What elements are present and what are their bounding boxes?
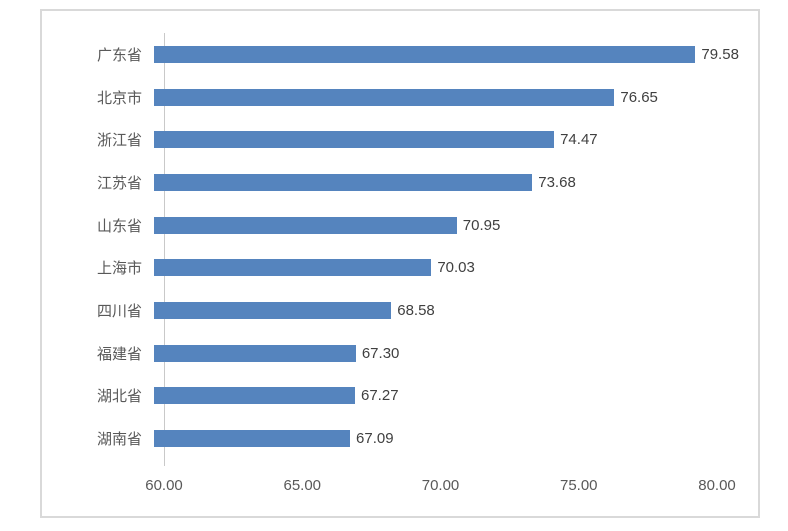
x-axis-tick-label: 80.00	[698, 477, 736, 494]
bar-row: 山东省 70.95	[42, 204, 758, 247]
x-axis-tick-label: 60.00	[145, 477, 183, 494]
category-label: 湖北省	[96, 388, 142, 406]
category-label: 上海市	[96, 260, 142, 278]
category-label: 湖南省	[96, 431, 142, 449]
value-label: 76.65	[620, 88, 658, 106]
bar-row: 四川省 68.58	[42, 289, 758, 332]
value-label: 67.09	[356, 430, 394, 448]
value-label: 73.68	[538, 173, 576, 191]
bar	[154, 216, 457, 234]
category-label: 山东省	[96, 217, 142, 235]
chart-panel: 广东省 79.58 北京市 76.65 浙江省 74.47 江苏省 73.68 山东省 70.95…	[40, 9, 760, 518]
bar-row: 上海市 70.03	[42, 247, 758, 290]
x-axis-tick-label: 75.00	[559, 477, 598, 494]
bar	[154, 173, 533, 191]
value-label: 68.58	[397, 302, 435, 320]
bar	[154, 259, 432, 277]
x-axis-tick-label: 65.00	[283, 477, 322, 494]
category-label: 福建省	[96, 345, 142, 363]
category-label: 北京市	[96, 89, 142, 107]
value-label: 67.30	[361, 344, 400, 362]
bar	[154, 387, 355, 405]
bar	[154, 302, 392, 320]
bar-row: 广东省 79.58	[42, 33, 758, 76]
value-label: 70.95	[462, 216, 501, 234]
value-label: 79.58	[701, 45, 739, 63]
category-label: 广东省	[96, 46, 142, 64]
x-axis-tick-labels: 60.00 65.00 70.00 75.00 80.00	[42, 477, 758, 497]
bar-row: 江苏省 73.68	[42, 161, 758, 204]
bar	[154, 344, 356, 362]
value-label: 74.47	[560, 131, 598, 149]
value-label: 67.27	[361, 387, 399, 405]
bar	[154, 45, 696, 63]
bar	[154, 430, 351, 448]
bar-row: 湖南省 67.09	[42, 417, 758, 460]
bar-row: 浙江省 74.47	[42, 118, 758, 161]
bar	[154, 88, 615, 106]
bar-row: 湖北省 67.27	[42, 375, 758, 418]
bar-rows: 广东省 79.58 北京市 76.65 浙江省 74.47 江苏省 73.68 山东省 70.95…	[42, 33, 758, 460]
bar-row: 福建省 67.30	[42, 332, 758, 375]
bar	[154, 131, 555, 149]
y-axis-line	[164, 33, 165, 466]
category-label: 四川省	[96, 303, 142, 321]
bar-row: 北京市 76.65	[42, 76, 758, 119]
category-label: 浙江省	[96, 132, 142, 150]
category-label: 江苏省	[96, 174, 142, 192]
x-axis-tick-label: 70.00	[421, 477, 460, 494]
value-label: 70.03	[437, 259, 475, 277]
